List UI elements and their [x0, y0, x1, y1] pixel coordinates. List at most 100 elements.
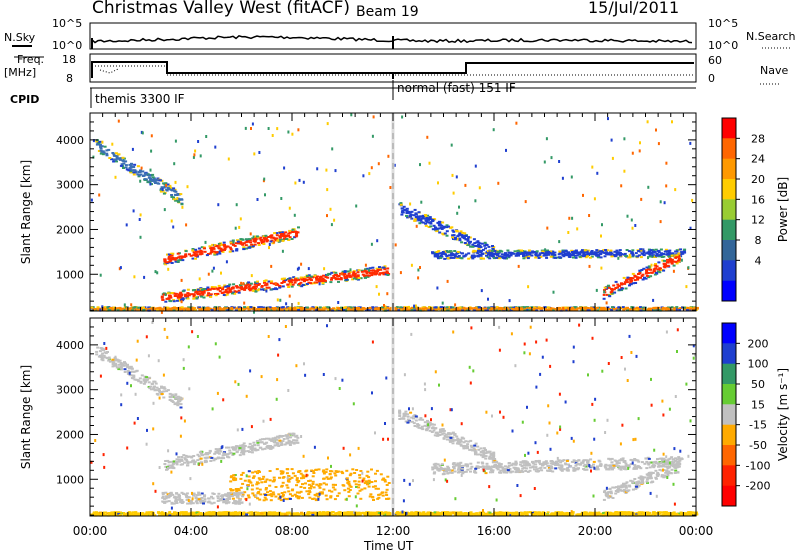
noise-cell — [515, 121, 518, 125]
echo-cell — [297, 226, 300, 229]
echo-cell — [371, 272, 375, 275]
echo-cell — [659, 248, 663, 251]
echo-cell — [99, 152, 103, 155]
echo-cell — [647, 265, 651, 268]
echo-cell — [613, 291, 617, 294]
echo-cell — [431, 251, 434, 254]
noise-cell — [437, 181, 439, 185]
echo-cell — [687, 307, 690, 310]
echo-cell — [287, 238, 291, 241]
noise-cell — [409, 202, 412, 206]
noise-cell — [672, 269, 675, 273]
echo-cell — [255, 483, 259, 486]
echo-cell — [179, 406, 183, 409]
echo-cell — [100, 357, 104, 359]
echo-cell — [291, 231, 295, 233]
echo-cell — [515, 306, 518, 309]
echo-cell — [482, 447, 486, 450]
echo-cell — [192, 254, 196, 257]
noise-cell — [143, 275, 146, 279]
echo-cell — [472, 256, 476, 259]
echo-cell — [623, 282, 627, 285]
echo-cell — [292, 276, 296, 279]
echo-cell — [291, 228, 295, 231]
noise-cell — [217, 203, 220, 207]
echo-cell — [240, 501, 244, 504]
echo-cell — [425, 217, 429, 220]
echo-cell — [200, 288, 204, 291]
echo-cell — [167, 461, 171, 464]
echo-cell — [492, 257, 496, 260]
echo-cell — [498, 256, 502, 259]
noise-cell — [639, 141, 641, 145]
echo-cell — [297, 491, 301, 494]
echo-cell — [227, 496, 231, 499]
echo-cell — [271, 236, 275, 239]
echo-cell — [595, 306, 599, 309]
echo-cell — [216, 500, 220, 502]
echo-cell — [258, 288, 262, 291]
echo-cell — [464, 238, 468, 241]
echo-cell — [683, 248, 687, 251]
echo-cell — [163, 463, 167, 465]
echo-cell — [321, 277, 325, 280]
echo-cell — [677, 252, 681, 255]
noise-cell — [687, 266, 690, 270]
echo-cell — [213, 244, 217, 247]
echo-cell — [268, 479, 272, 482]
echo-cell — [653, 273, 657, 276]
echo-cell — [165, 495, 169, 498]
echo-cell — [178, 198, 182, 201]
echo-cell — [627, 308, 631, 311]
echo-cell — [180, 456, 184, 458]
echo-cell — [235, 490, 239, 492]
echo-cell — [415, 425, 419, 428]
echo-cell — [288, 277, 292, 280]
noise-cell — [508, 299, 511, 303]
echo-cell — [207, 288, 210, 291]
echo-cell — [256, 472, 259, 475]
echo-cell — [422, 217, 426, 220]
echo-cell — [225, 290, 229, 293]
echo-cell — [184, 253, 188, 256]
noise-cell — [588, 214, 591, 217]
echo-cell — [675, 255, 679, 258]
echo-cell — [173, 306, 177, 309]
echo-cell — [241, 493, 245, 496]
echo-cell — [293, 307, 297, 310]
echo-cell — [374, 273, 377, 276]
echo-cell — [379, 473, 383, 476]
echo-cell — [307, 480, 311, 482]
echo-cell — [347, 272, 351, 275]
noise-cell — [297, 301, 300, 305]
echo-cell — [230, 306, 234, 309]
echo-cell — [129, 365, 133, 368]
echo-cell — [175, 492, 179, 495]
echo-cell — [275, 232, 278, 235]
echo-cell — [471, 257, 475, 260]
noise-cell — [212, 266, 215, 270]
echo-cell — [269, 499, 273, 502]
echo-cell — [476, 255, 480, 258]
echo-cell — [199, 251, 203, 254]
noise-cell — [685, 285, 688, 289]
echo-cell — [260, 438, 264, 441]
echo-cell — [357, 480, 361, 483]
echo-cell — [181, 297, 185, 300]
echo-cell — [225, 502, 228, 505]
echo-cell — [179, 403, 183, 406]
echo-cell — [99, 147, 103, 150]
echo-cell — [317, 468, 321, 471]
echo-cell — [148, 174, 151, 177]
echo-cell — [221, 288, 224, 291]
echo-cell — [241, 482, 245, 485]
echo-cell — [470, 307, 473, 310]
echo-cell — [468, 308, 472, 310]
echo-cell — [278, 236, 282, 239]
echo-cell — [102, 151, 106, 154]
echo-cell — [482, 307, 486, 310]
echo-cell — [668, 255, 672, 258]
noise-cell — [276, 298, 279, 302]
echo-cell — [541, 250, 545, 253]
echo-cell — [99, 144, 102, 147]
